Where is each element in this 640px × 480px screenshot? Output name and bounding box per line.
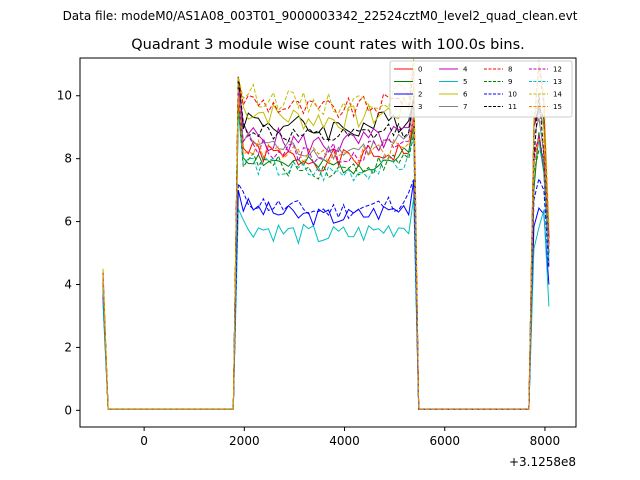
y-tick-label: 4 bbox=[64, 277, 72, 291]
x-tick-label: 8000 bbox=[530, 434, 561, 448]
series-line-6 bbox=[102, 76, 550, 410]
series-line-0 bbox=[102, 98, 550, 410]
series-line-5 bbox=[102, 197, 550, 410]
legend-label-0: 0 bbox=[418, 66, 422, 74]
x-tick-label: 4000 bbox=[329, 434, 360, 448]
series-line-11 bbox=[102, 76, 550, 410]
x-offset-label: +3.1258e8 bbox=[509, 455, 576, 469]
chart-title: Quadrant 3 module wise count rates with … bbox=[131, 37, 525, 53]
series-line-3 bbox=[102, 76, 550, 410]
legend-label-4: 4 bbox=[463, 66, 468, 74]
x-tick-label: 2000 bbox=[229, 434, 260, 448]
legend-label-7: 7 bbox=[463, 103, 467, 111]
legend-label-10: 10 bbox=[508, 91, 517, 99]
series-line-15 bbox=[102, 95, 550, 410]
y-tick-label: 0 bbox=[64, 403, 72, 417]
series-line-1 bbox=[102, 105, 550, 410]
axes-frame bbox=[79, 57, 577, 428]
legend-label-5: 5 bbox=[463, 78, 467, 86]
legend-label-13: 13 bbox=[553, 78, 562, 86]
series-line-12 bbox=[102, 92, 550, 410]
y-tick-label: 6 bbox=[64, 215, 72, 229]
legend-label-9: 9 bbox=[508, 78, 512, 86]
legend-label-11: 11 bbox=[508, 103, 517, 111]
plot-area bbox=[102, 58, 550, 410]
x-tick-label: 6000 bbox=[429, 434, 460, 448]
legend-label-3: 3 bbox=[418, 103, 422, 111]
legend-label-6: 6 bbox=[463, 91, 468, 99]
legend-label-8: 8 bbox=[508, 66, 512, 74]
chart-suptitle: Data file: modeM0/AS1A08_003T01_90000033… bbox=[63, 9, 578, 23]
legend-label-14: 14 bbox=[553, 91, 562, 99]
legend-label-12: 12 bbox=[553, 66, 562, 74]
series-line-10 bbox=[102, 177, 550, 410]
legend-box bbox=[389, 60, 573, 118]
series-line-7 bbox=[102, 89, 550, 410]
y-tick-label: 10 bbox=[57, 89, 72, 103]
legend-label-2: 2 bbox=[418, 91, 422, 99]
legend-label-1: 1 bbox=[418, 78, 422, 86]
y-tick-label: 8 bbox=[64, 152, 72, 166]
x-tick-label: 0 bbox=[140, 434, 148, 448]
y-tick-label: 2 bbox=[64, 340, 72, 354]
legend-label-15: 15 bbox=[553, 103, 562, 111]
series-line-2 bbox=[102, 180, 550, 410]
